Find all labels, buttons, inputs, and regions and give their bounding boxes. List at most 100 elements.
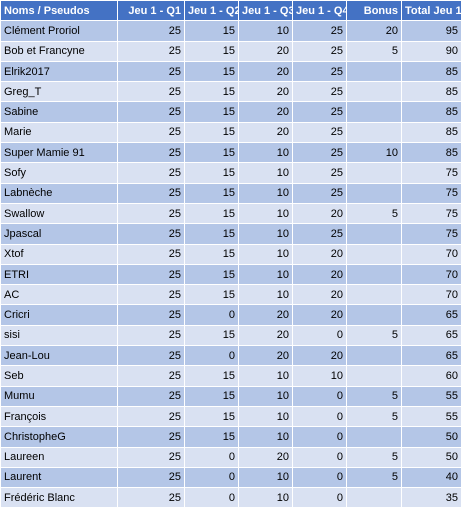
total-cell[interactable]: 65: [401, 304, 461, 326]
q4-cell[interactable]: 25: [292, 101, 347, 123]
q4-cell[interactable]: 25: [292, 223, 347, 245]
total-cell[interactable]: 75: [401, 202, 461, 225]
q2-cell[interactable]: 15: [184, 324, 239, 347]
total-cell[interactable]: 85: [401, 101, 461, 123]
name-cell[interactable]: Laurent: [0, 466, 118, 489]
q3-cell[interactable]: 10: [238, 405, 293, 428]
q3-cell[interactable]: 20: [238, 446, 293, 468]
name-cell[interactable]: Sabine: [0, 101, 118, 123]
q1-cell[interactable]: 25: [117, 405, 185, 428]
q3-cell[interactable]: 10: [238, 182, 293, 204]
header-cell-q2[interactable]: Jeu 1 - Q2: [184, 0, 239, 22]
bonus-cell[interactable]: [346, 426, 402, 448]
total-cell[interactable]: 55: [401, 385, 461, 407]
name-cell[interactable]: Sofy: [0, 162, 118, 184]
q1-cell[interactable]: 25: [117, 304, 185, 326]
q4-cell[interactable]: 20: [292, 243, 347, 265]
total-cell[interactable]: 55: [401, 405, 461, 428]
bonus-cell[interactable]: [346, 162, 402, 184]
q4-cell[interactable]: 25: [292, 20, 347, 42]
q1-cell[interactable]: 25: [117, 81, 185, 103]
bonus-cell[interactable]: 5: [346, 202, 402, 225]
q2-cell[interactable]: 15: [184, 60, 239, 83]
q3-cell[interactable]: 20: [238, 40, 293, 62]
name-cell[interactable]: Xtof: [0, 243, 118, 265]
q3-cell[interactable]: 10: [238, 426, 293, 448]
header-cell-total[interactable]: Total Jeu 1: [401, 0, 461, 22]
q3-cell[interactable]: 10: [238, 487, 293, 509]
bonus-cell[interactable]: 5: [346, 405, 402, 428]
bonus-cell[interactable]: [346, 263, 402, 286]
total-cell[interactable]: 90: [401, 40, 461, 62]
bonus-cell[interactable]: [346, 345, 402, 367]
q1-cell[interactable]: 25: [117, 365, 185, 387]
q4-cell[interactable]: 0: [292, 466, 347, 489]
q1-cell[interactable]: 25: [117, 487, 185, 509]
q3-cell[interactable]: 10: [238, 162, 293, 184]
q4-cell[interactable]: 0: [292, 385, 347, 407]
name-cell[interactable]: Clément Proriol: [0, 20, 118, 42]
q3-cell[interactable]: 10: [238, 365, 293, 387]
q1-cell[interactable]: 25: [117, 40, 185, 62]
q2-cell[interactable]: 15: [184, 81, 239, 103]
q4-cell[interactable]: 25: [292, 162, 347, 184]
q3-cell[interactable]: 10: [238, 284, 293, 306]
q3-cell[interactable]: 10: [238, 142, 293, 164]
name-cell[interactable]: sisi: [0, 324, 118, 347]
q1-cell[interactable]: 25: [117, 345, 185, 367]
q4-cell[interactable]: 20: [292, 345, 347, 367]
name-cell[interactable]: Marie: [0, 121, 118, 144]
name-cell[interactable]: Laureen: [0, 446, 118, 468]
q2-cell[interactable]: 15: [184, 405, 239, 428]
q2-cell[interactable]: 0: [184, 304, 239, 326]
q3-cell[interactable]: 20: [238, 324, 293, 347]
total-cell[interactable]: 85: [401, 142, 461, 164]
q2-cell[interactable]: 15: [184, 223, 239, 245]
q1-cell[interactable]: 25: [117, 466, 185, 489]
q1-cell[interactable]: 25: [117, 162, 185, 184]
q1-cell[interactable]: 25: [117, 101, 185, 123]
q2-cell[interactable]: 0: [184, 446, 239, 468]
name-cell[interactable]: Mumu: [0, 385, 118, 407]
q1-cell[interactable]: 25: [117, 121, 185, 144]
bonus-cell[interactable]: [346, 81, 402, 103]
q1-cell[interactable]: 25: [117, 20, 185, 42]
q1-cell[interactable]: 25: [117, 223, 185, 245]
total-cell[interactable]: 95: [401, 20, 461, 42]
bonus-cell[interactable]: 5: [346, 40, 402, 62]
total-cell[interactable]: 35: [401, 487, 461, 509]
q1-cell[interactable]: 25: [117, 60, 185, 83]
q2-cell[interactable]: 15: [184, 101, 239, 123]
bonus-cell[interactable]: [346, 60, 402, 83]
q3-cell[interactable]: 20: [238, 81, 293, 103]
bonus-cell[interactable]: [346, 182, 402, 204]
total-cell[interactable]: 70: [401, 243, 461, 265]
q4-cell[interactable]: 25: [292, 182, 347, 204]
q4-cell[interactable]: 20: [292, 284, 347, 306]
q3-cell[interactable]: 20: [238, 121, 293, 144]
q2-cell[interactable]: 15: [184, 162, 239, 184]
q3-cell[interactable]: 10: [238, 20, 293, 42]
total-cell[interactable]: 65: [401, 324, 461, 347]
total-cell[interactable]: 75: [401, 182, 461, 204]
q2-cell[interactable]: 0: [184, 345, 239, 367]
q2-cell[interactable]: 15: [184, 121, 239, 144]
header-cell-bonus[interactable]: Bonus: [346, 0, 402, 22]
bonus-cell[interactable]: 5: [346, 324, 402, 347]
bonus-cell[interactable]: 20: [346, 20, 402, 42]
name-cell[interactable]: Bob et Francyne: [0, 40, 118, 62]
q3-cell[interactable]: 10: [238, 223, 293, 245]
bonus-cell[interactable]: 5: [346, 446, 402, 468]
total-cell[interactable]: 50: [401, 446, 461, 468]
name-cell[interactable]: Jpascal: [0, 223, 118, 245]
q4-cell[interactable]: 0: [292, 324, 347, 347]
q2-cell[interactable]: 0: [184, 466, 239, 489]
q1-cell[interactable]: 25: [117, 202, 185, 225]
total-cell[interactable]: 50: [401, 426, 461, 448]
q3-cell[interactable]: 20: [238, 304, 293, 326]
q3-cell[interactable]: 20: [238, 60, 293, 83]
q1-cell[interactable]: 25: [117, 284, 185, 306]
q3-cell[interactable]: 10: [238, 243, 293, 265]
name-cell[interactable]: Super Mamie 91: [0, 142, 118, 164]
total-cell[interactable]: 60: [401, 365, 461, 387]
